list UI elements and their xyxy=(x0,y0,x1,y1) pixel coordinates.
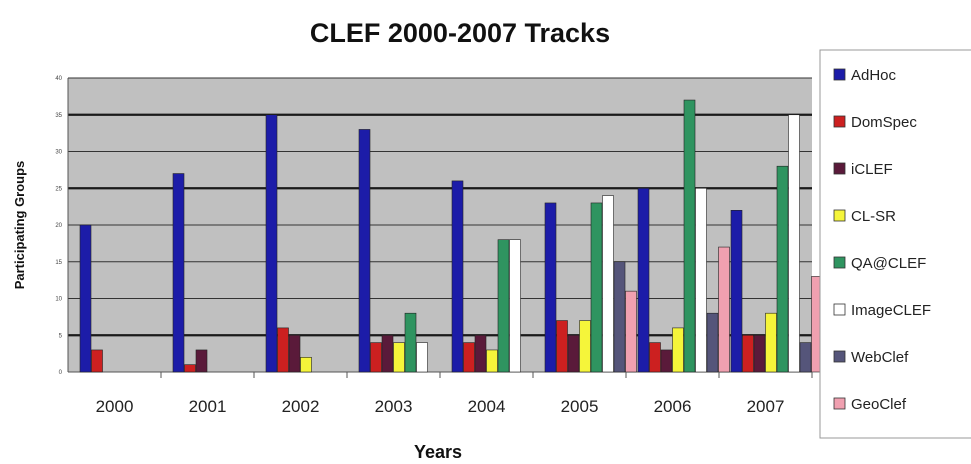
bar-adhoc-2000 xyxy=(79,224,92,373)
x-tick-label: 2002 xyxy=(282,397,320,416)
bar-iclef-2007 xyxy=(753,334,766,373)
y-tick-label: 5 xyxy=(59,333,63,339)
bar-iclef-2004 xyxy=(474,334,487,373)
bar-imageclef-2007 xyxy=(788,114,800,373)
legend-swatch xyxy=(833,350,846,363)
bar-qa-clef-2007 xyxy=(776,165,789,373)
bar-iclef-2002 xyxy=(288,334,301,373)
x-axis-label: Years xyxy=(414,442,462,462)
bar-adhoc-2004 xyxy=(451,180,464,373)
bar-cl-sr-2004 xyxy=(486,349,498,373)
bar-cl-sr-2002 xyxy=(300,356,312,373)
bar-qa-clef-2005 xyxy=(590,202,603,373)
bar-cl-sr-2007 xyxy=(765,312,777,373)
bar-imageclef-2006 xyxy=(695,187,707,373)
bar-adhoc-2001 xyxy=(172,173,185,373)
legend-label: iCLEF xyxy=(851,161,893,178)
y-tick-label: 40 xyxy=(55,76,62,82)
bar-domspec-2007 xyxy=(742,334,754,373)
bar-adhoc-2005 xyxy=(544,202,557,373)
bar-geoclef-2005 xyxy=(625,290,637,373)
bar-domspec-2004 xyxy=(463,342,475,373)
bar-iclef-2003 xyxy=(381,334,394,373)
bar-adhoc-2006 xyxy=(637,187,650,373)
bar-webclef-2007 xyxy=(799,342,812,373)
legend-label: QA@CLEF xyxy=(851,255,926,272)
x-tick-label: 2006 xyxy=(654,397,692,416)
y-tick-label: 25 xyxy=(55,186,62,192)
y-tick-label: 20 xyxy=(55,223,62,229)
y-tick-label: 35 xyxy=(55,113,62,119)
y-tick-label: 30 xyxy=(55,150,62,156)
x-tick-label: 2004 xyxy=(468,397,506,416)
legend-label: CL-SR xyxy=(851,208,896,225)
y-tick-label: 15 xyxy=(55,260,62,266)
bar-iclef-2006 xyxy=(660,349,673,373)
bars xyxy=(79,99,823,373)
x-tick-label: 2007 xyxy=(747,397,785,416)
legend-label: DomSpec xyxy=(851,114,917,131)
bar-imageclef-2003 xyxy=(416,342,428,373)
x-tick-label: 2000 xyxy=(96,397,134,416)
bar-qa-clef-2004 xyxy=(497,239,510,373)
bar-geoclef-2006 xyxy=(718,246,730,373)
bar-domspec-2003 xyxy=(370,342,382,373)
bar-imageclef-2005 xyxy=(602,195,614,373)
bar-iclef-2001 xyxy=(195,349,208,373)
legend-label: ImageCLEF xyxy=(851,302,931,319)
bar-webclef-2005 xyxy=(613,261,626,373)
x-tick-label: 2005 xyxy=(561,397,599,416)
x-tick-label: 2003 xyxy=(375,397,413,416)
legend-box xyxy=(819,49,971,439)
bar-cl-sr-2006 xyxy=(672,327,684,373)
legend-label: GeoClef xyxy=(851,396,907,413)
bar-cl-sr-2005 xyxy=(579,320,591,373)
legend-swatch xyxy=(833,397,846,410)
legend-swatch xyxy=(833,209,846,222)
bar-cl-sr-2003 xyxy=(393,342,405,373)
legend-swatch xyxy=(833,115,846,128)
legend-swatch xyxy=(833,256,846,269)
chart-title: CLEF 2000-2007 Tracks xyxy=(310,18,610,48)
y-axis-label: Participating Groups xyxy=(12,161,27,290)
bar-domspec-2005 xyxy=(556,320,568,373)
bar-webclef-2006 xyxy=(706,312,719,373)
legend-swatch xyxy=(833,303,846,316)
bar-domspec-2002 xyxy=(277,327,289,373)
bar-qa-clef-2003 xyxy=(404,312,417,373)
axis-ticks: 0 5 10 15 20 25 30 35 40 2000 2001 2002 2003 2004 2005… xyxy=(55,76,813,416)
bar-domspec-2000 xyxy=(91,349,103,373)
legend-label: WebClef xyxy=(851,349,909,366)
legend-swatch xyxy=(833,162,846,175)
legend: AdHoc DomSpec iCLEF CL-SR QA@CLEF ImageCLEF We… xyxy=(833,67,931,413)
y-tick-label: 0 xyxy=(59,370,63,376)
x-tick-label: 2001 xyxy=(189,397,227,416)
y-tick-label: 10 xyxy=(55,297,62,303)
bar-adhoc-2007 xyxy=(730,210,743,373)
legend-swatch xyxy=(833,68,846,81)
bar-adhoc-2003 xyxy=(358,129,371,373)
bar-domspec-2001 xyxy=(184,364,196,373)
bar-domspec-2006 xyxy=(649,342,661,373)
bar-iclef-2005 xyxy=(567,334,580,373)
bar-adhoc-2002 xyxy=(265,114,278,373)
bar-imageclef-2004 xyxy=(509,239,521,373)
legend-label: AdHoc xyxy=(851,67,897,84)
bar-qa-clef-2006 xyxy=(683,99,696,373)
